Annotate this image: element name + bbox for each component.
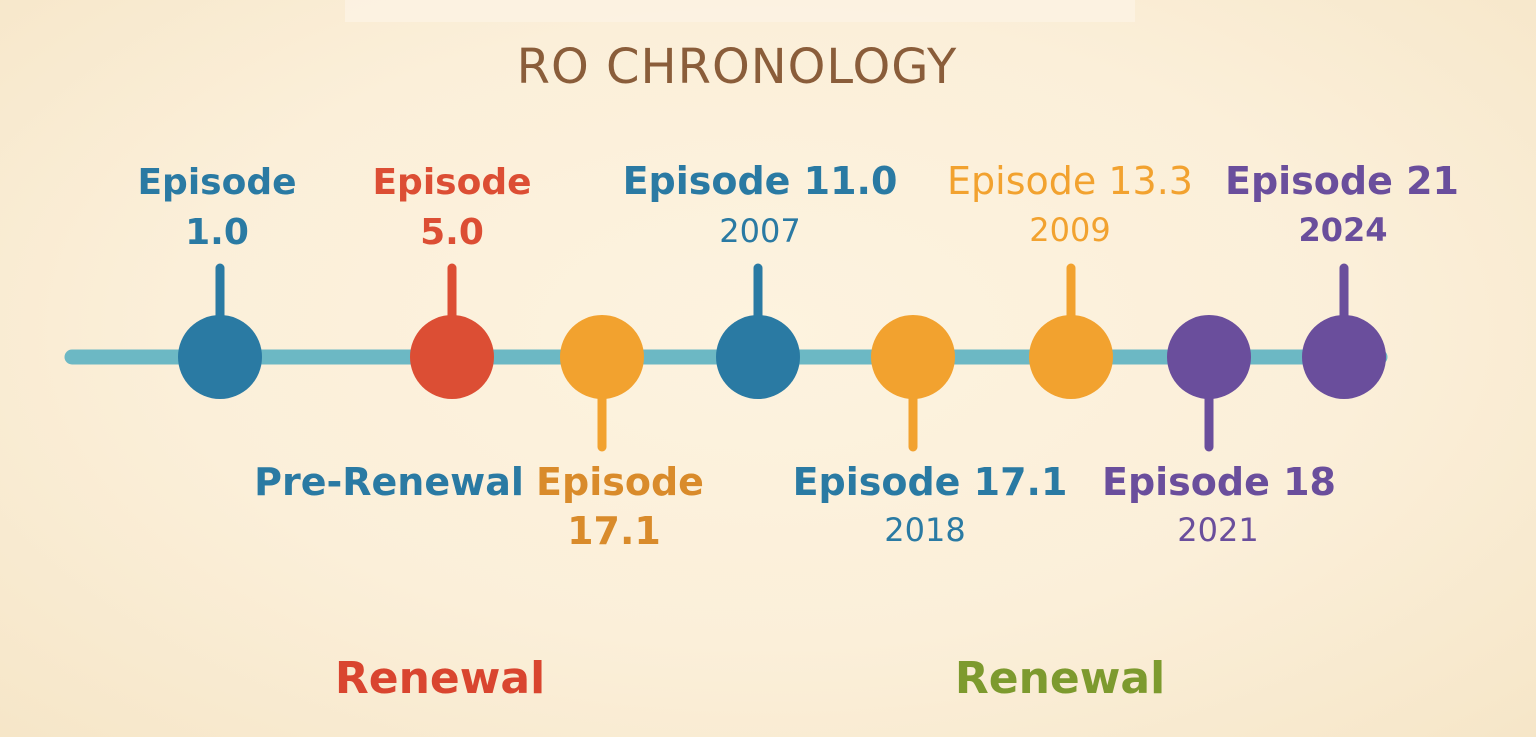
era-label-right: Renewal [955,653,1165,704]
timeline-node-ep17b: Episode 17.1 2018 [793,315,1068,549]
timeline-node-ep11: Episode 11.0 2007 [623,159,898,399]
era-label-left: Renewal [335,653,545,704]
node-marker [178,315,262,399]
node-label: Episode 17.1 [793,460,1068,504]
node-sublabel: 5.0 [420,212,484,253]
timeline-node-ep5: Episode 5.0 [372,162,532,399]
node-label: Episode [137,162,296,203]
node-label: Episode 11.0 [623,159,898,203]
node-label: Episode [536,460,704,504]
timeline-node-ep17a: Episode 17.1 [536,315,704,553]
node-sublabel: 2021 [1177,511,1258,549]
timeline-node-ep13: Episode 13.3 2009 [947,159,1193,399]
node-sublabel: 2024 [1298,211,1387,249]
node-marker [560,315,644,399]
timeline-node-ep21: Episode 21 2024 [1225,159,1459,399]
node-marker [1167,315,1251,399]
node-marker [1302,315,1386,399]
node-sublabel: 1.0 [185,212,249,253]
node-marker [410,315,494,399]
node-sublabel: 2018 [884,511,965,549]
timeline-node-ep18: Episode 18 2021 [1102,315,1336,549]
node-label: Episode [372,162,531,203]
page-title: RO CHRONOLOGY [517,39,958,95]
node-marker [1029,315,1113,399]
node-sublabel: 2007 [719,212,800,250]
node-label: Episode 13.3 [947,159,1193,203]
node-label: Episode 21 [1225,159,1459,203]
node-sublabel: 17.1 [567,509,661,553]
node-marker [716,315,800,399]
node-sublabel: 2009 [1029,211,1110,249]
node-marker [871,315,955,399]
node-label: Episode 18 [1102,460,1336,504]
timeline-node-ep1: Episode 1.0 [137,162,297,399]
annotation-pre-renewal: Pre-Renewal [254,460,524,504]
title-band [345,0,1135,22]
